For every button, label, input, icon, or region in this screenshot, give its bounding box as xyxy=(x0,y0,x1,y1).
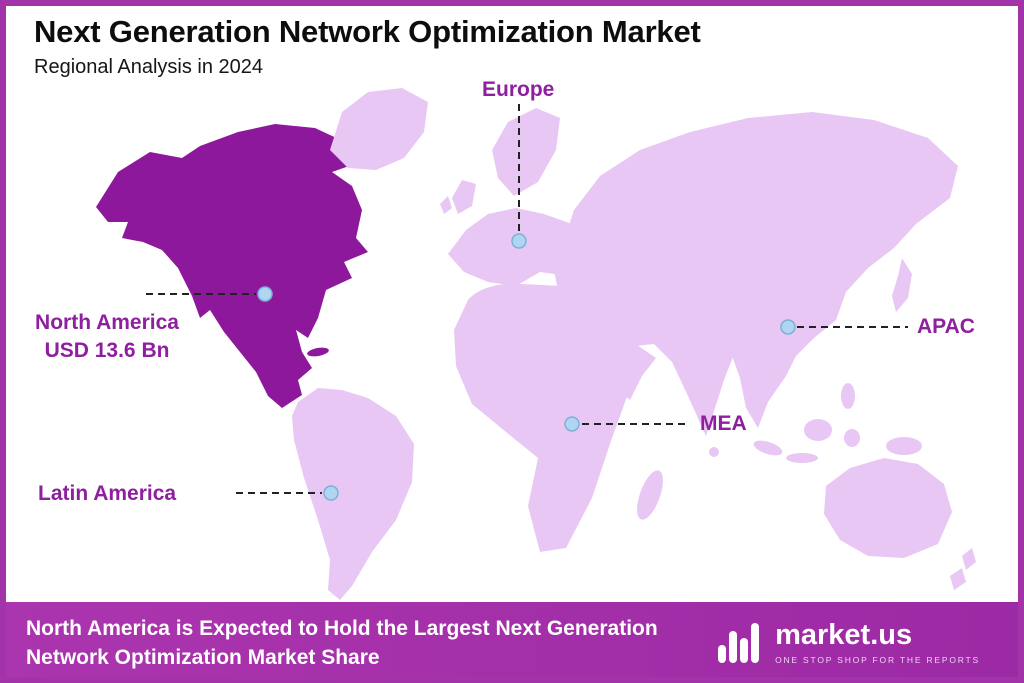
banner-line-1: North America is Expected to Hold the La… xyxy=(26,616,658,640)
apac-marker xyxy=(780,319,796,335)
africa-region xyxy=(454,283,656,552)
uk-region xyxy=(452,180,476,214)
footer-banner: North America is Expected to Hold the La… xyxy=(0,602,1024,683)
banner-headline: North America is Expected to Hold the La… xyxy=(26,614,658,672)
page-subtitle: Regional Analysis in 2024 xyxy=(34,55,264,78)
region-label-latin-america: Latin America xyxy=(38,482,177,505)
ireland-region xyxy=(440,196,452,214)
java-island xyxy=(786,453,818,463)
cuba-region xyxy=(307,347,329,357)
brand-tagline: ONE STOP SHOP FOR THE REPORTS xyxy=(775,654,980,665)
asia-region xyxy=(552,112,958,436)
madagascar-region xyxy=(637,470,663,520)
scandinavia-region xyxy=(492,108,560,196)
new-zealand-north xyxy=(962,548,976,570)
market-us-logo-icon xyxy=(718,622,760,663)
greenland-region xyxy=(330,88,428,170)
north-america-marker xyxy=(257,286,273,302)
market-us-logo: market.us ONE STOP SHOP FOR THE REPORTS xyxy=(716,618,980,665)
region-label-mea: MEA xyxy=(700,412,747,435)
page-title: Next Generation Network Optimization Mar… xyxy=(34,14,701,49)
new-guinea-island xyxy=(886,437,922,455)
banner-line-2: Network Optimization Market Share xyxy=(26,645,380,669)
header: Next Generation Network Optimization Mar… xyxy=(34,14,701,79)
sulawesi-island xyxy=(844,429,860,447)
sri-lanka-island xyxy=(709,447,719,457)
japan-region xyxy=(892,258,912,312)
region-name: North America xyxy=(35,311,179,334)
south-america-region xyxy=(292,388,414,600)
region-label-north-america: North America USD 13.6 Bn xyxy=(12,309,202,365)
australia-region xyxy=(824,458,952,558)
europe-marker xyxy=(511,233,527,249)
brand-name: market.us xyxy=(775,618,913,651)
mea-marker xyxy=(564,416,580,432)
north-america-region xyxy=(96,124,368,408)
region-value: USD 13.6 Bn xyxy=(44,339,170,362)
new-zealand-south xyxy=(950,568,966,590)
region-label-europe: Europe xyxy=(482,78,555,101)
philippines-island xyxy=(841,383,855,409)
sumatra-island xyxy=(753,440,783,456)
logo-text: market.us ONE STOP SHOP FOR THE REPORTS xyxy=(775,618,980,665)
latin-america-marker xyxy=(323,485,339,501)
borneo-island xyxy=(804,419,832,441)
region-label-apac: APAC xyxy=(917,315,975,338)
